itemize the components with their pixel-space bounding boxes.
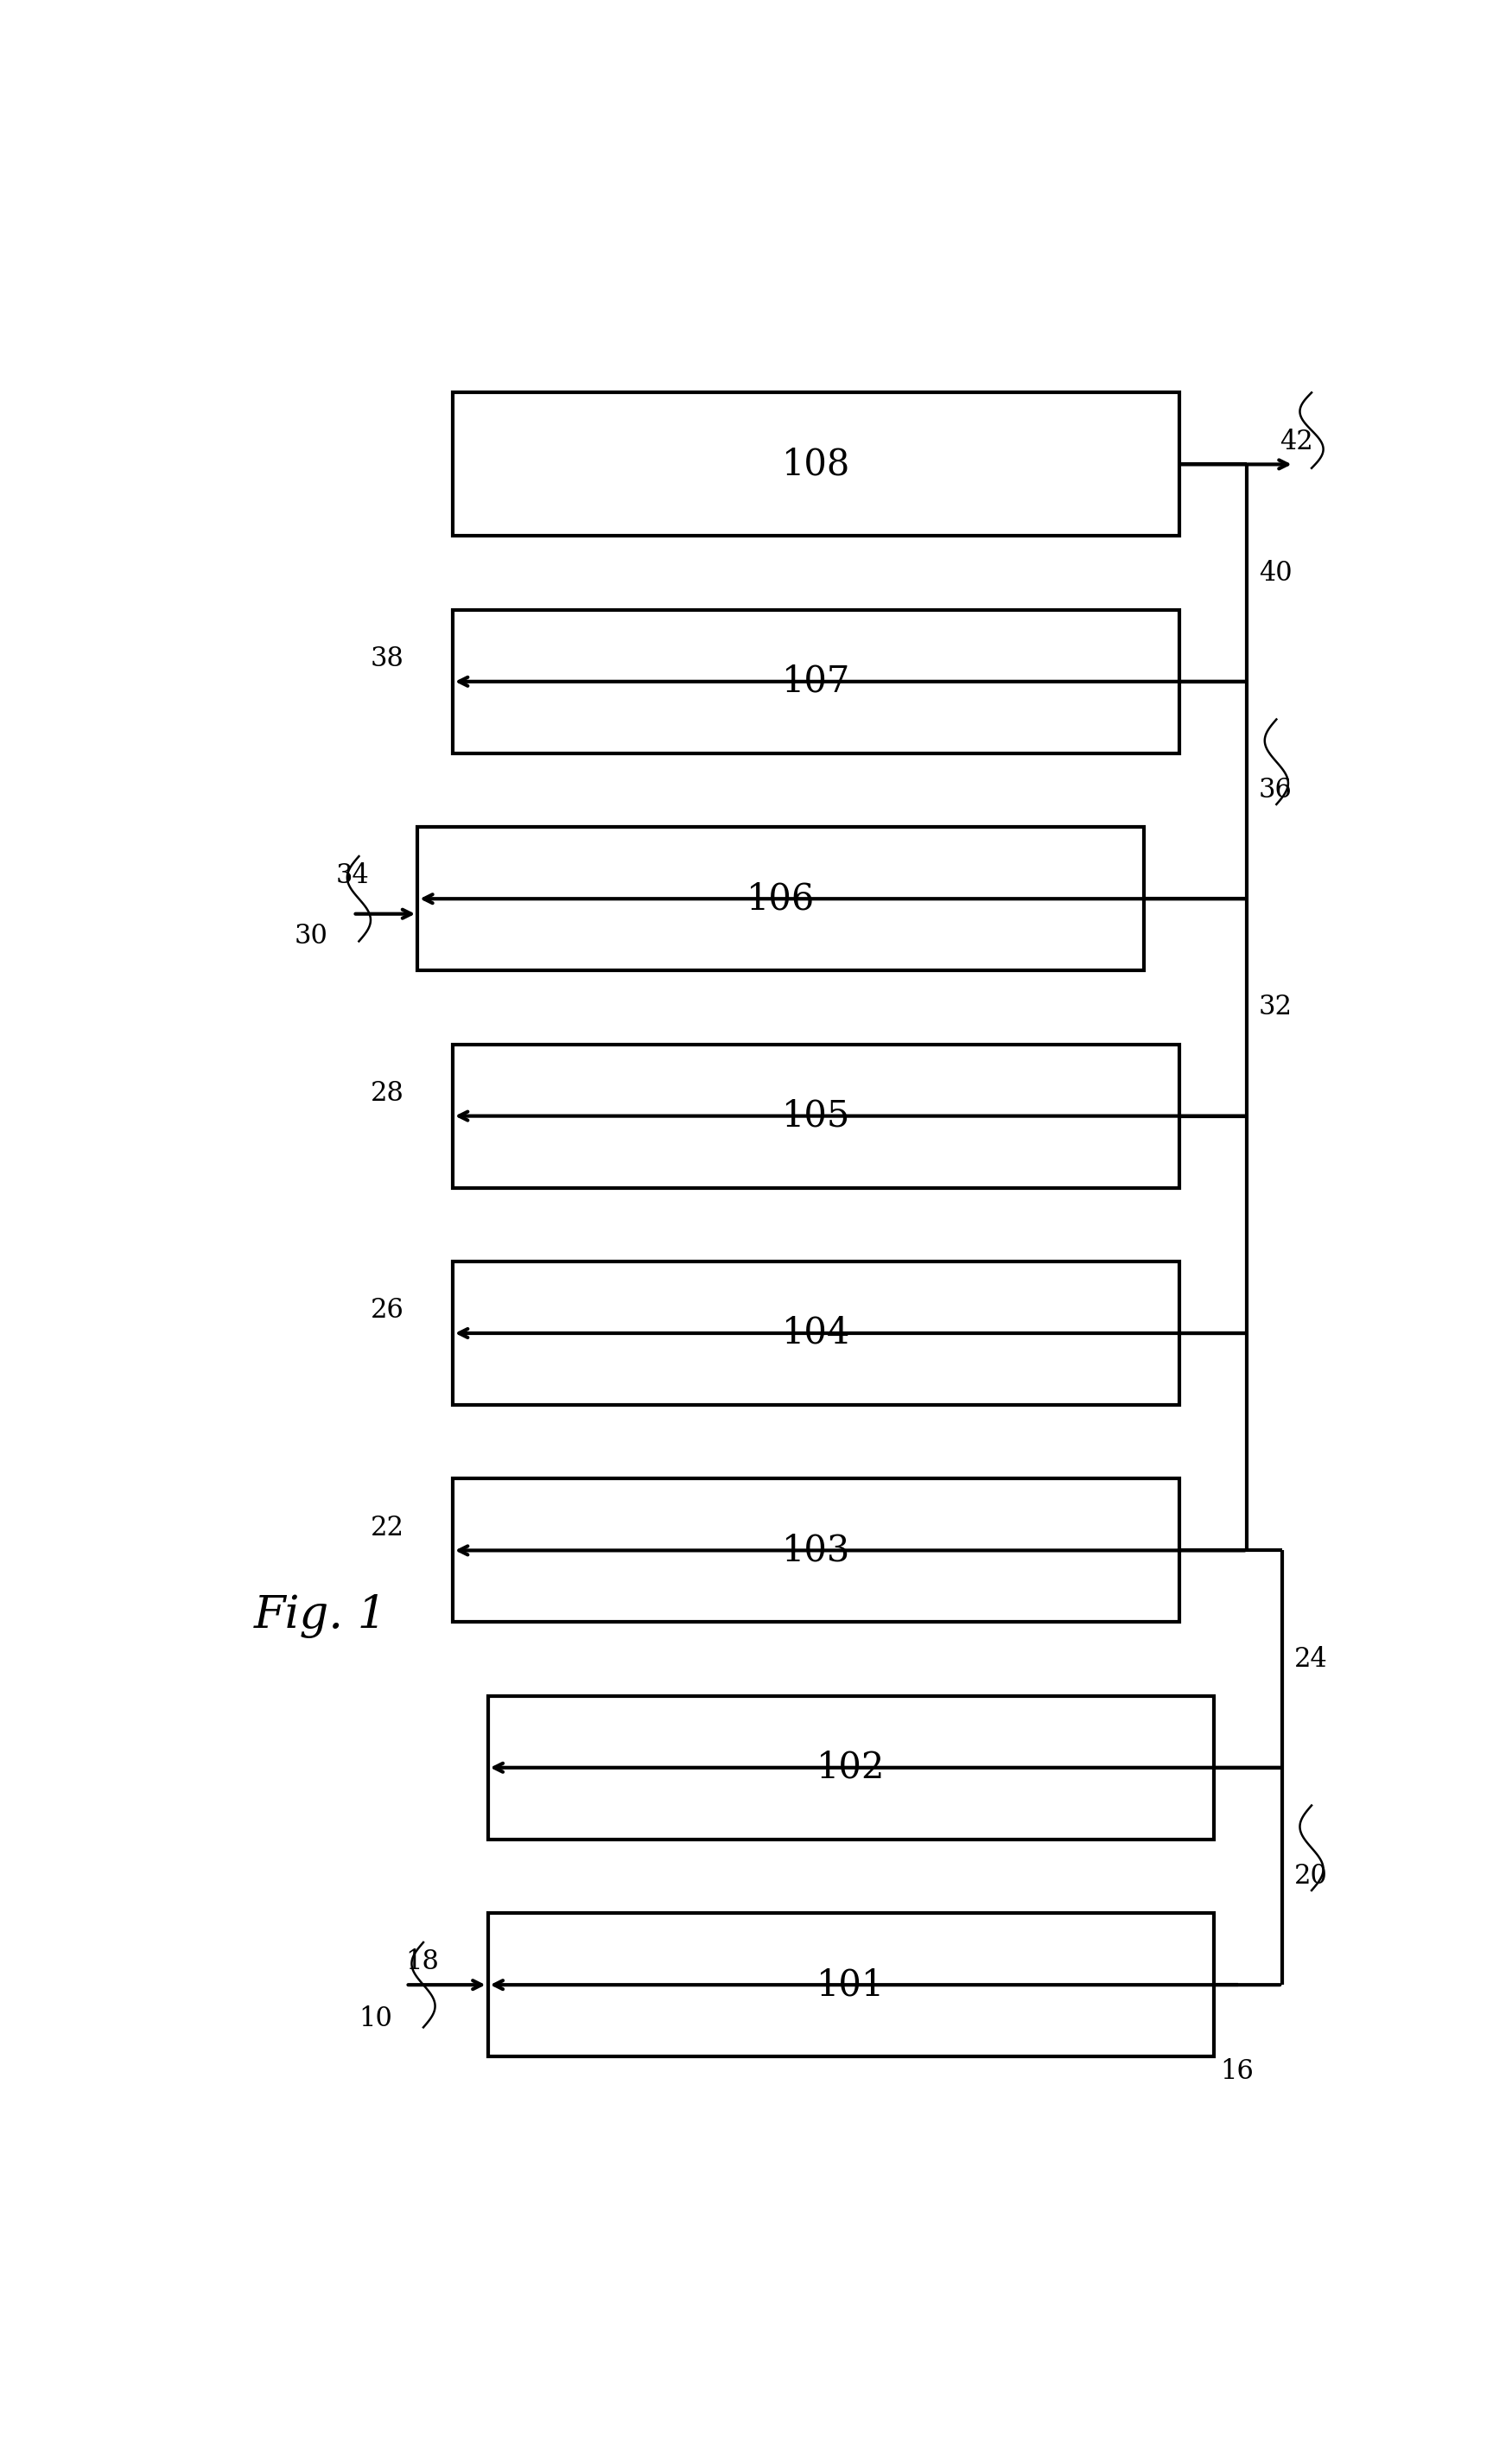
Text: 105: 105	[782, 1099, 850, 1133]
Text: 38: 38	[370, 645, 404, 672]
Bar	[452, 1261, 1179, 1406]
Text: 26: 26	[370, 1298, 404, 1325]
Text: 24: 24	[1294, 1646, 1328, 1673]
Text: 104: 104	[782, 1315, 850, 1352]
Bar	[452, 1479, 1179, 1621]
Text: 34: 34	[336, 863, 369, 890]
Text: 16: 16	[1220, 2058, 1253, 2085]
Text: 18: 18	[405, 1948, 440, 1975]
Bar	[417, 827, 1145, 971]
Bar	[488, 1913, 1214, 2056]
Text: 36: 36	[1259, 778, 1293, 805]
Text: 32: 32	[1259, 993, 1293, 1020]
Text: 103: 103	[782, 1533, 850, 1567]
Bar	[488, 1695, 1214, 1840]
Text: 42: 42	[1281, 429, 1314, 456]
Text: 102: 102	[816, 1749, 886, 1786]
Bar	[452, 611, 1179, 753]
Bar	[452, 1045, 1179, 1187]
Text: 108: 108	[782, 446, 850, 483]
Text: 30: 30	[295, 922, 328, 949]
Text: 20: 20	[1294, 1862, 1328, 1889]
Bar	[452, 392, 1179, 537]
Text: 28: 28	[370, 1079, 404, 1106]
Text: 10: 10	[358, 2007, 393, 2031]
Text: 101: 101	[816, 1967, 886, 2004]
Text: 40: 40	[1259, 559, 1293, 586]
Text: 107: 107	[782, 662, 850, 699]
Text: Fig. 1: Fig. 1	[254, 1594, 387, 1639]
Text: 106: 106	[747, 881, 815, 917]
Text: 22: 22	[370, 1514, 404, 1540]
